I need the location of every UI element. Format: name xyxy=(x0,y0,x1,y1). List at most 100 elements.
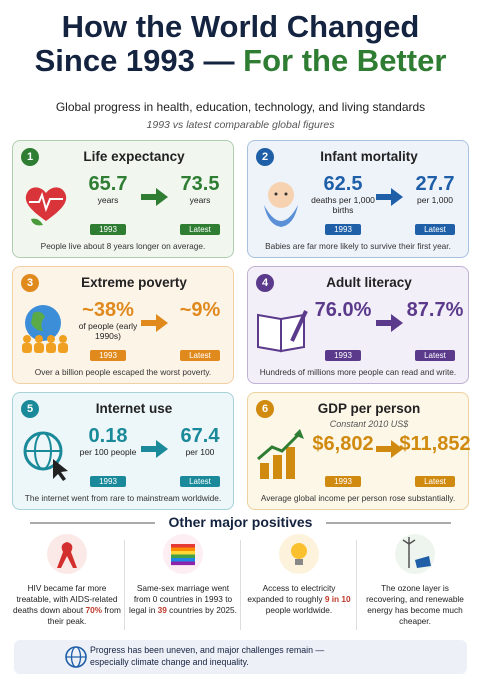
card-caption: People live about 8 years longer on aver… xyxy=(40,241,206,251)
positive-item: Same-sex marriage went from 0 countries … xyxy=(128,534,238,634)
value-group: ~9% xyxy=(180,299,221,321)
arrow xyxy=(141,440,168,458)
card-icon xyxy=(264,182,298,227)
before-value: ~38% xyxy=(82,299,134,321)
arrow xyxy=(141,188,168,206)
positive-text: The ozone layer is recovering, and renew… xyxy=(360,583,470,627)
value-group: ~38% of people (early 1990s) xyxy=(73,299,143,341)
before-value: 62.5 xyxy=(323,173,363,195)
after-value: 87.7% xyxy=(406,299,464,321)
value-group: 0.18 per 100 people xyxy=(80,425,137,457)
value-column: ~38% of people (early 1990s) 1993 xyxy=(73,299,143,361)
highlight: 70% xyxy=(85,605,103,615)
before-value: 65.7 xyxy=(88,173,128,195)
value-group: 67.4 per 100 xyxy=(181,425,220,457)
text-part: countries by 2025. xyxy=(166,605,237,615)
after-tag: Latest xyxy=(415,224,455,235)
title-highlight: For the Better xyxy=(243,43,447,78)
card: 6 GDP per person Constant 2010 US$ $6,802 19… xyxy=(247,392,471,510)
before-value: $6,802 xyxy=(312,433,374,455)
after-value: $11,852 xyxy=(399,433,471,455)
card: 4 Adult literacy 76.0% 1993 87.7% Latest Hundr… xyxy=(247,266,469,384)
value-group: 73.5 years xyxy=(181,173,220,205)
before-tag: 1993 xyxy=(90,476,126,487)
text-part: HIV became far more treatable, with AIDS… xyxy=(13,583,118,615)
arrow xyxy=(376,188,403,206)
positive-icon xyxy=(395,534,435,574)
after-tag: Latest xyxy=(180,350,220,361)
before-unit: per 100 people xyxy=(79,447,137,457)
card-title: Extreme poverty xyxy=(81,275,187,290)
card-caption: Hundreds of millions more people can rea… xyxy=(259,367,457,377)
title: Since 1993 — For the Better xyxy=(0,44,481,78)
card: 3 Extreme poverty ~38% of people (early 199… xyxy=(12,266,234,384)
value-column: ~9% Latest xyxy=(165,299,235,361)
highlight: 39 xyxy=(157,605,167,615)
arrow xyxy=(376,440,403,458)
value-group: 65.7 years xyxy=(89,173,128,205)
before-tag: 1993 xyxy=(90,350,126,361)
card-caption: Over a billion people escaped the worst … xyxy=(34,367,212,377)
value-group: 87.7% xyxy=(407,299,464,321)
footer-box xyxy=(14,640,467,674)
before-unit: years xyxy=(97,195,119,205)
card-icon xyxy=(257,310,308,353)
value-group: $11,852 xyxy=(399,433,470,455)
value-group: 62.5 deaths per 1,000 births xyxy=(308,173,378,215)
positive-text: HIV became far more treatable, with AIDS… xyxy=(12,583,122,627)
card-number: 1 xyxy=(21,148,39,166)
value-column: $6,802 1993 xyxy=(308,433,378,487)
before-tag: 1993 xyxy=(325,350,361,361)
highlight: 9 in 10 xyxy=(324,594,351,604)
value-column: 76.0% 1993 xyxy=(308,299,378,361)
after-tag: Latest xyxy=(180,476,220,487)
arrow xyxy=(376,314,403,332)
after-unit: years xyxy=(189,195,211,205)
positive-item: HIV became far more treatable, with AIDS… xyxy=(12,534,122,634)
card-caption: Average global income per person rose su… xyxy=(260,493,456,503)
divider xyxy=(356,540,357,630)
after-tag: Latest xyxy=(415,476,455,487)
card: 1 Life expectancy 65.7 years 1993 73.5 years La… xyxy=(12,140,234,258)
value-column: 87.7% Latest xyxy=(400,299,470,361)
text-part: Access to electricity expanded to roughl… xyxy=(247,583,336,604)
arrow xyxy=(141,314,168,332)
before-tag: 1993 xyxy=(325,224,361,235)
text-part: The ozone layer is recovering, and renew… xyxy=(366,583,464,626)
card-title: Internet use xyxy=(95,401,173,416)
value-column: 62.5 deaths per 1,000 births 1993 xyxy=(308,173,378,235)
divider xyxy=(240,540,241,630)
after-value: 73.5 xyxy=(180,173,220,195)
card-number: 5 xyxy=(21,400,39,418)
positive-icon xyxy=(279,534,319,574)
card-icon xyxy=(22,305,68,353)
card-caption: Babies are far more likely to survive th… xyxy=(265,241,451,251)
value-column: 27.7 per 1,000 Latest xyxy=(400,173,470,235)
card-icon xyxy=(257,429,304,479)
positive-icon xyxy=(163,534,203,574)
card-icon xyxy=(23,431,68,481)
title: How the World Changed xyxy=(61,9,420,44)
positive-text: Access to electricity expanded to roughl… xyxy=(244,583,354,616)
card-title: GDP per person xyxy=(317,401,421,416)
card-title: Infant mortality xyxy=(320,149,418,164)
text-part: people worldwide. xyxy=(265,605,333,615)
after-unit: per 100 xyxy=(185,447,215,457)
before-unit: of people (early 1990s) xyxy=(78,321,138,341)
subtitle: Global progress in health, education, te… xyxy=(55,100,426,114)
card-subtitle: Constant 2010 US$ xyxy=(329,419,409,429)
before-tag: 1993 xyxy=(90,224,126,235)
before-value: 76.0% xyxy=(314,299,372,321)
value-group: 27.7 per 1,000 xyxy=(416,173,455,205)
value-column: $11,852 Latest xyxy=(399,433,471,487)
card-number: 2 xyxy=(256,148,274,166)
before-unit: deaths per 1,000 births xyxy=(311,195,375,215)
card-title: Adult literacy xyxy=(326,275,412,290)
footer-text: Progress has been uneven, and major chal… xyxy=(90,645,325,667)
card-number: 3 xyxy=(21,274,39,292)
globe-icon xyxy=(65,646,87,668)
title-part: Since 1993 — xyxy=(34,43,235,78)
note: 1993 vs latest comparable global figures xyxy=(146,119,335,131)
divider xyxy=(124,540,125,630)
